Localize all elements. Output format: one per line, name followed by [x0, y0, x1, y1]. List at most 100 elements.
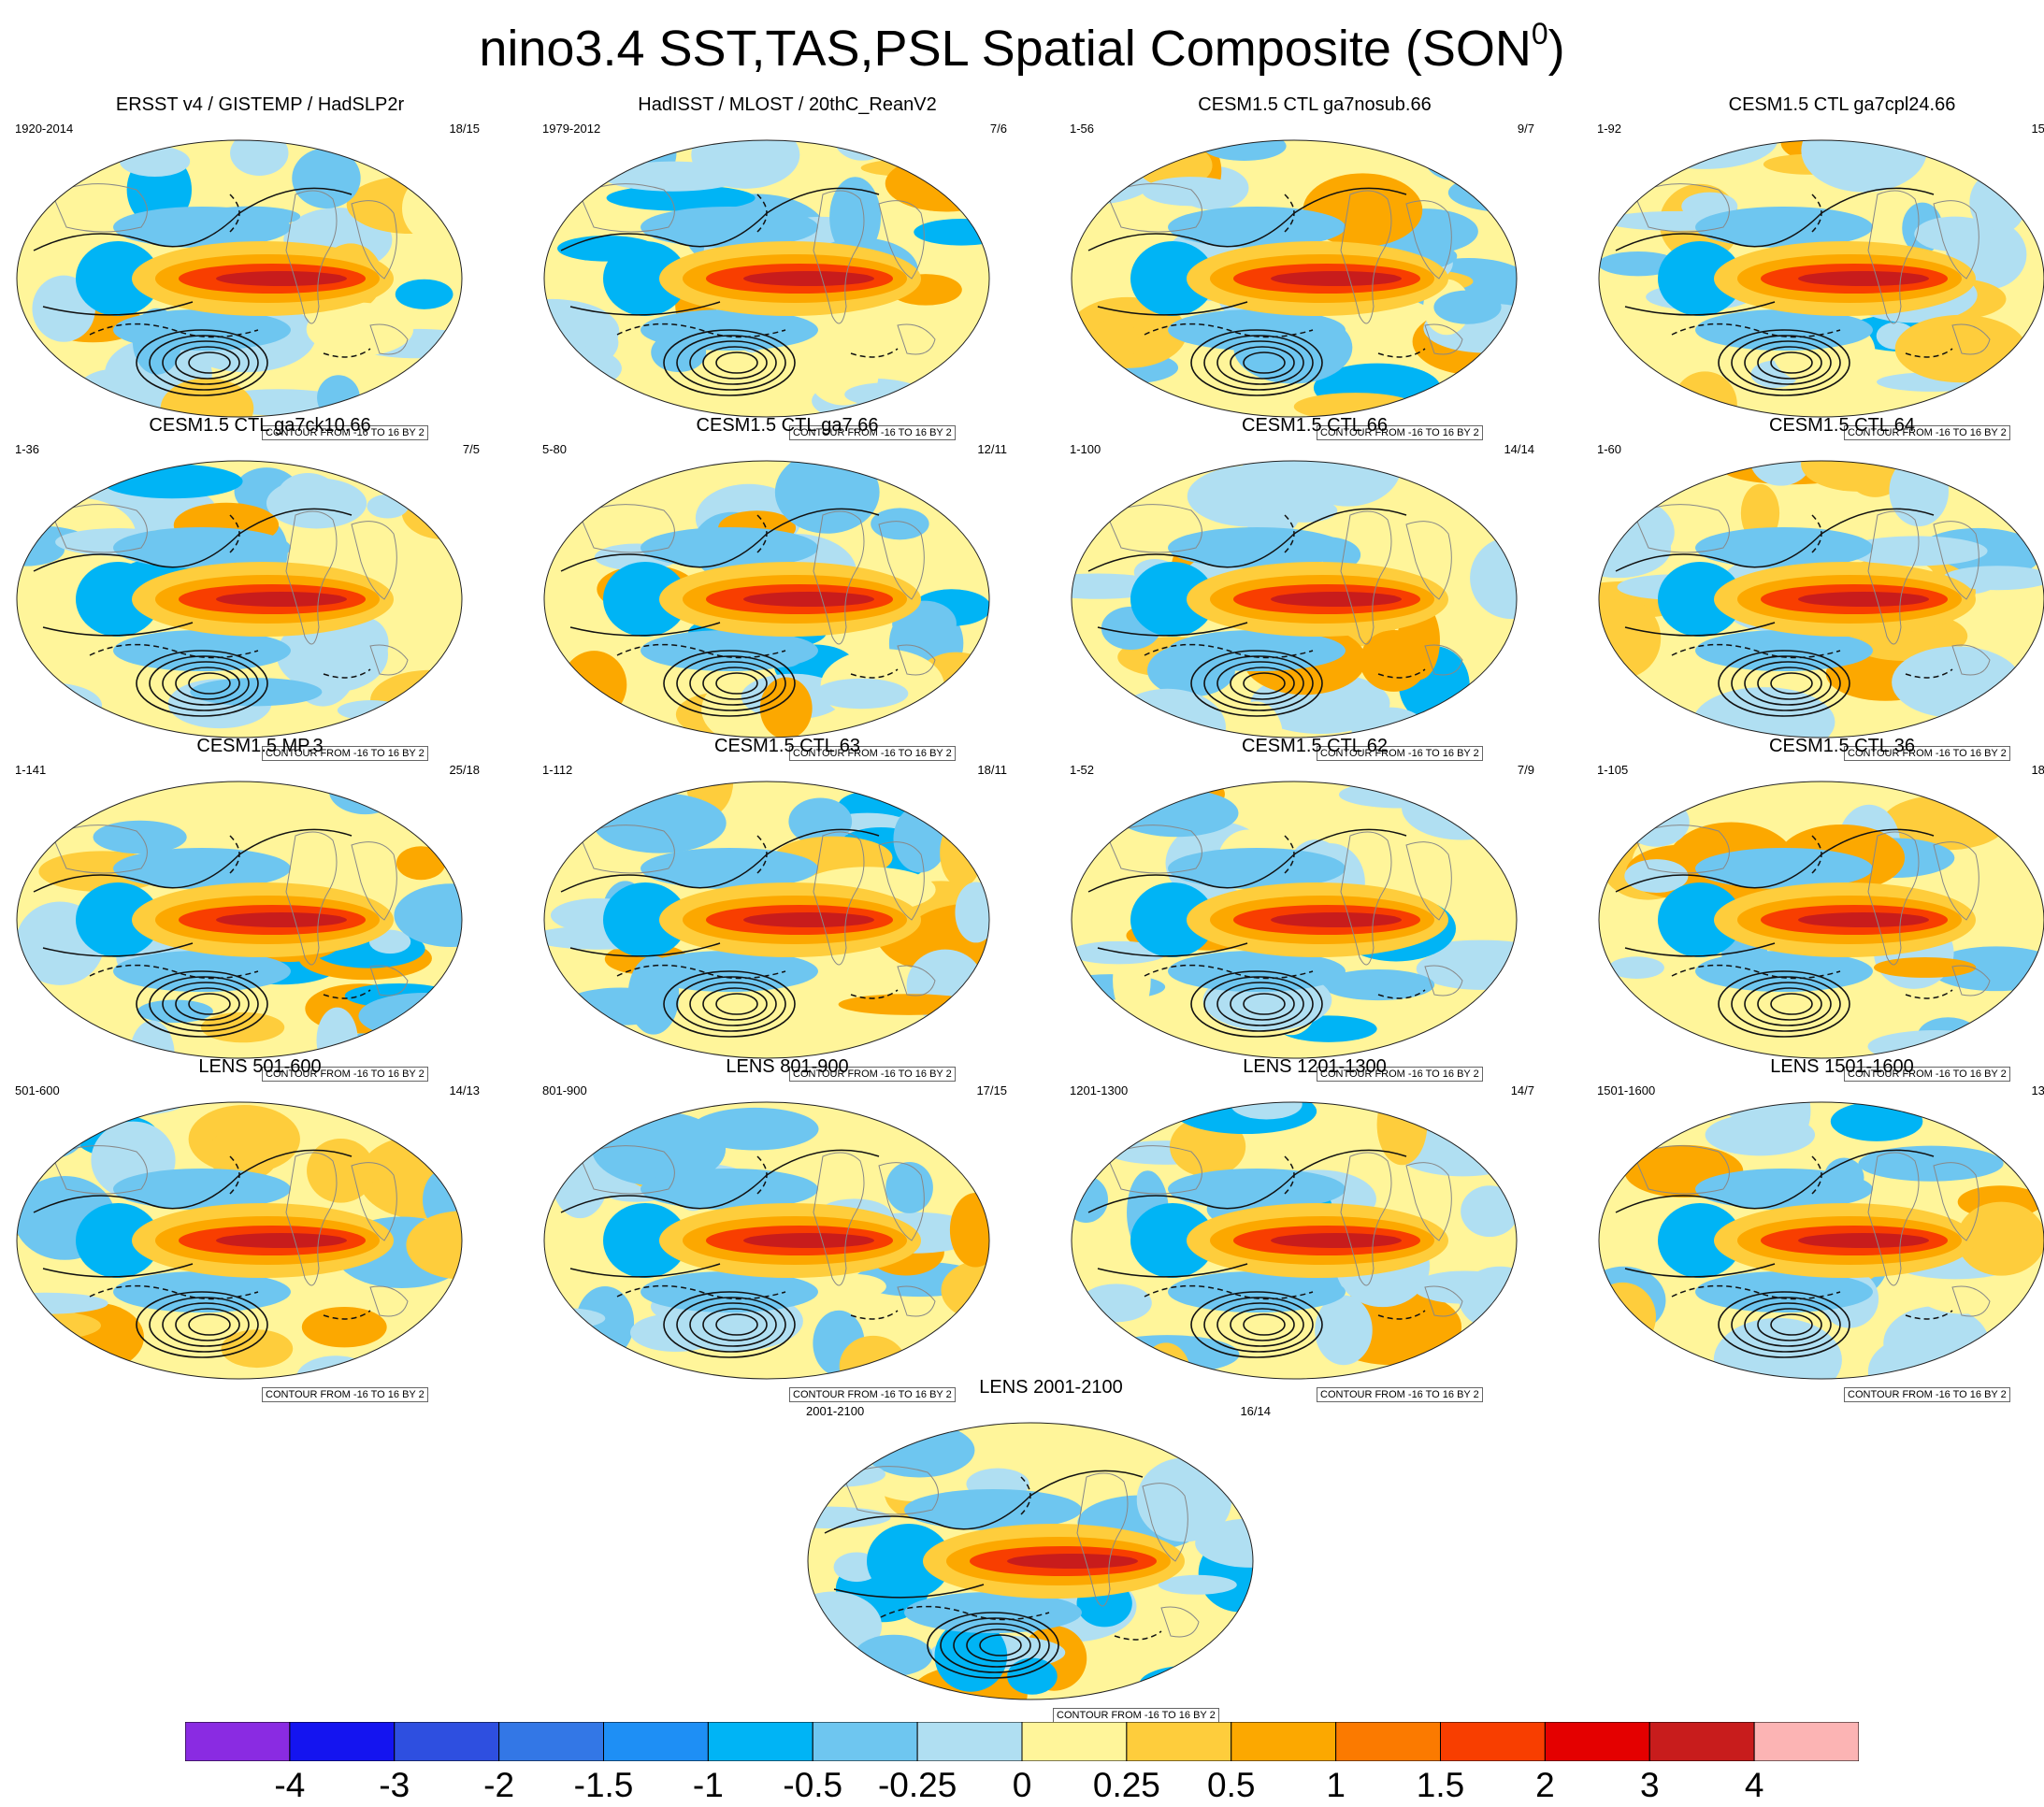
colorbar-label: 0.5: [1207, 1766, 1256, 1804]
colorbar-label: 0.25: [1092, 1766, 1160, 1804]
coastline: [1634, 1145, 1730, 1195]
colorbar-label: -0.25: [877, 1766, 957, 1804]
psl-contour-positive: [689, 982, 777, 1026]
colorbar-swatch: [707, 1722, 813, 1761]
psl-contour-negative: [1144, 323, 1314, 338]
map-panel: LENS 1501-1600 1501-1600 13/10 CONTOUR FROM…: [1590, 1055, 2044, 1402]
psl-contour-positive: [1731, 335, 1841, 391]
psl-contour-positive: [162, 661, 250, 706]
anomaly-patch: [301, 1306, 387, 1348]
panel-years: 5-80: [542, 442, 568, 456]
colorbar-swatch: [185, 1722, 291, 1761]
anomaly-patch: [2013, 782, 2044, 799]
anomaly-patch: [1873, 957, 1977, 978]
contour-note: CONTOUR FROM -16 TO 16 BY 2: [1317, 746, 1483, 761]
psl-contour-positive: [1770, 1313, 1813, 1336]
warm-tongue-peak: [1007, 1554, 1138, 1569]
panel-years: 1-112: [542, 763, 573, 777]
panel-years: 1-105: [1597, 763, 1629, 777]
coastline: [1340, 1152, 1392, 1286]
psl-contour-negative: [1905, 1310, 1953, 1320]
coastline: [1106, 504, 1202, 553]
cool-west-pacific: [1658, 562, 1742, 637]
panel-title: CESM1.5 MP.3: [196, 736, 324, 756]
panel-years: 1-36: [15, 442, 40, 456]
map-outline: [1071, 460, 1518, 739]
anomaly-patch: [860, 158, 989, 178]
panel-map: [543, 1101, 990, 1380]
psl-contour-positive: [663, 1291, 796, 1358]
panel-years: 1-56: [1070, 122, 1095, 136]
psl-contour-negative: [616, 323, 786, 338]
contour-note: CONTOUR FROM -16 TO 16 BY 2: [1317, 425, 1483, 440]
map-outline: [543, 139, 990, 418]
psl-contour-positive: [188, 993, 231, 1015]
psl-contour-zero: [1624, 1263, 1776, 1278]
panel-title: ERSST v4 / GISTEMP / HadSLP2r: [115, 94, 405, 115]
anomaly-patch: [1942, 566, 2044, 591]
coastline: [51, 183, 148, 233]
anomaly-patch: [17, 1323, 72, 1379]
anomaly-patch: [1713, 1317, 1842, 1379]
anomaly-patch: [276, 473, 339, 522]
anomaly-patch: [561, 651, 627, 720]
psl-contour-positive: [689, 1302, 777, 1347]
panel-map: [807, 1422, 1254, 1700]
map-outline: [16, 460, 463, 739]
coastline: [1634, 504, 1730, 553]
panel-title: CESM1.5 CTL 63: [714, 736, 860, 756]
coastline: [878, 841, 925, 921]
figure-title-text: nino3.4 SST,TAS,PSL Spatial Composite (S…: [479, 21, 1532, 77]
panel-event-count: 18/14: [2031, 763, 2044, 777]
psl-contour-positive: [702, 667, 768, 700]
anomaly-patch: [317, 838, 360, 864]
panel-title: LENS 501-600: [198, 1056, 322, 1077]
psl-contour-positive: [940, 1617, 1050, 1673]
anomaly-patch: [1214, 1642, 1253, 1699]
psl-contour-negative: [89, 1284, 259, 1300]
panel-map: [1071, 1101, 1518, 1380]
coastline: [369, 965, 409, 997]
map-outline: [1598, 460, 2044, 739]
psl-contour-positive: [136, 650, 268, 717]
anomaly-patch: [17, 1292, 108, 1314]
map-panel: CESM1.5 CTL ga7ck10.66 1-36 7/5 CONTOUR FRO…: [7, 414, 531, 761]
psl-contour-negative: [1905, 348, 1953, 358]
panel-event-count: 7/6: [989, 122, 1007, 136]
anomaly-patch: [821, 1273, 886, 1299]
cool-band-north: [113, 207, 291, 248]
map-field: [1599, 1102, 2044, 1379]
psl-contour-negative: [880, 1605, 1050, 1621]
psl-contour-negative: [850, 668, 899, 679]
anomaly-patch: [1315, 1295, 1373, 1366]
coastline: [1933, 841, 1979, 921]
psl-contour-negative: [1377, 668, 1426, 679]
psl-contour-zero: [1097, 942, 1248, 957]
psl-contour-zero: [569, 1263, 721, 1278]
cool-west-pacific: [76, 241, 160, 316]
colorbar-swatch: [916, 1722, 1023, 1761]
warm-tongue-peak: [1271, 912, 1402, 927]
anomaly-patch: [1158, 1574, 1237, 1595]
psl-contour-zero: [560, 187, 880, 251]
anomaly-patch: [1599, 251, 1678, 277]
map-panel: CESM1.5 CTL 62 1-52 7/9 CONTOUR FROM -16 TO…: [1062, 735, 1586, 1082]
coastline: [1951, 323, 1991, 355]
psl-contour-positive: [162, 340, 250, 385]
anomaly-patch: [1433, 290, 1502, 324]
psl-contour-positive: [1203, 655, 1314, 711]
anomaly-patch: [1417, 461, 1504, 495]
anomaly-patch: [1624, 859, 1689, 893]
psl-contour-zero: [1615, 1149, 1935, 1213]
colorbar-swatch: [603, 1722, 709, 1761]
warm-tongue-peak: [216, 1233, 347, 1248]
psl-contour-negative: [1144, 1284, 1314, 1300]
colorbar-swatch: [1021, 1722, 1128, 1761]
anomaly-patch: [1844, 536, 1988, 566]
coastline: [1933, 200, 1979, 280]
anomaly-patch: [759, 677, 813, 738]
psl-contour-positive: [715, 993, 758, 1015]
psl-contour-positive: [1770, 993, 1813, 1015]
coastline: [1951, 1285, 1991, 1317]
anomaly-patch: [17, 709, 111, 736]
